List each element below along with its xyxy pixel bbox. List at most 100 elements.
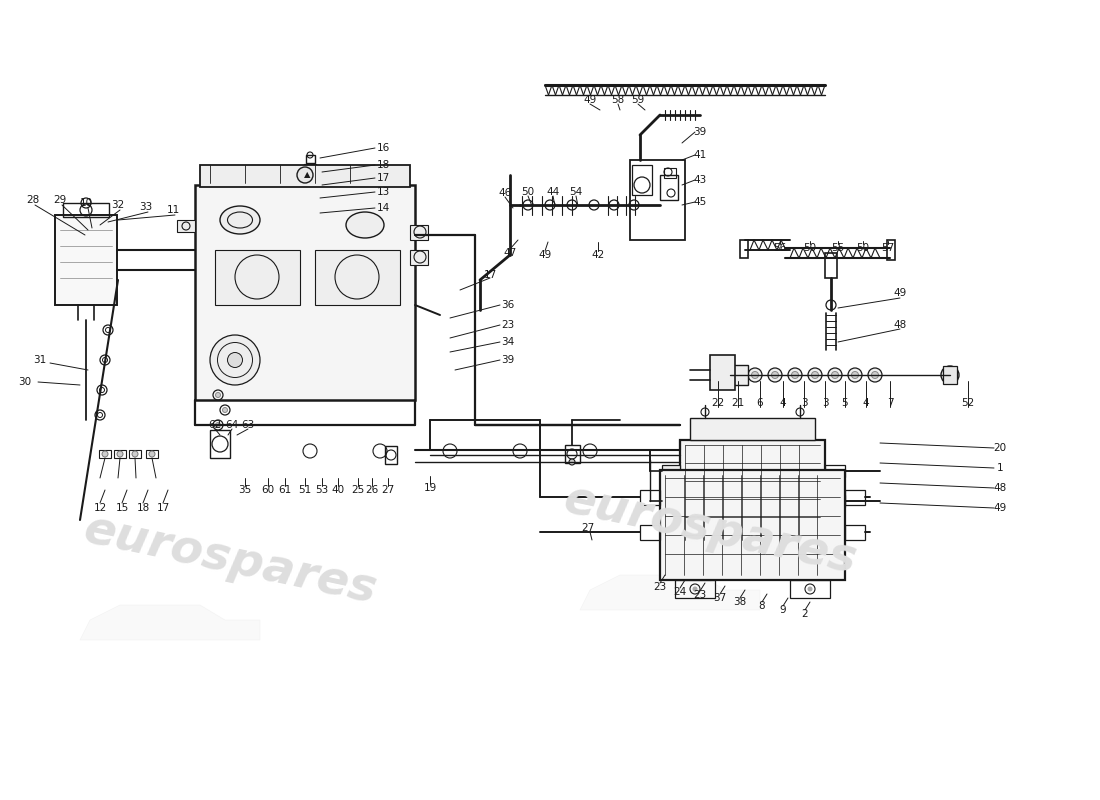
Bar — [129, 450, 141, 458]
Bar — [690, 418, 815, 440]
Bar — [63, 203, 109, 217]
Bar — [565, 445, 580, 463]
Ellipse shape — [346, 212, 384, 238]
Text: 48: 48 — [993, 483, 1007, 493]
Polygon shape — [80, 605, 260, 640]
Text: 3: 3 — [822, 398, 828, 408]
Text: 28: 28 — [26, 195, 40, 205]
Bar — [660, 175, 678, 200]
Text: 24: 24 — [673, 587, 686, 597]
Bar — [664, 168, 676, 178]
Text: 54: 54 — [570, 187, 583, 197]
Text: 31: 31 — [33, 355, 46, 365]
Text: 49: 49 — [993, 503, 1007, 513]
Text: 17: 17 — [156, 503, 169, 513]
Circle shape — [868, 368, 882, 382]
Text: 6: 6 — [757, 398, 763, 408]
Bar — [410, 225, 428, 240]
Text: 38: 38 — [734, 597, 747, 607]
Text: 23: 23 — [653, 582, 667, 592]
Text: 5: 5 — [842, 398, 848, 408]
Circle shape — [828, 368, 842, 382]
Bar — [710, 355, 735, 390]
Text: 18: 18 — [136, 503, 150, 513]
Text: 7: 7 — [887, 398, 893, 408]
Text: 39: 39 — [502, 355, 515, 365]
Ellipse shape — [210, 335, 260, 385]
Text: 37: 37 — [714, 593, 727, 603]
Circle shape — [307, 210, 314, 216]
Text: 64: 64 — [226, 420, 239, 430]
Text: 22: 22 — [712, 398, 725, 408]
Bar — [943, 366, 957, 384]
Bar — [640, 525, 660, 540]
Circle shape — [307, 165, 314, 171]
Circle shape — [792, 371, 799, 378]
Bar — [304, 164, 316, 172]
Text: 13: 13 — [376, 187, 389, 197]
Text: 11: 11 — [166, 205, 179, 215]
Text: 17: 17 — [376, 173, 389, 183]
Bar — [55, 215, 117, 305]
Circle shape — [222, 407, 228, 413]
Bar — [210, 430, 230, 458]
Circle shape — [148, 451, 155, 457]
Bar — [662, 465, 680, 477]
Bar — [200, 165, 410, 187]
Text: 39: 39 — [693, 127, 706, 137]
Text: 41: 41 — [693, 150, 706, 160]
Bar — [177, 220, 195, 232]
Circle shape — [216, 393, 220, 398]
Bar — [825, 465, 845, 477]
Bar — [887, 240, 895, 260]
Text: 50: 50 — [803, 243, 816, 253]
Circle shape — [848, 368, 862, 382]
Text: 21: 21 — [732, 398, 745, 408]
Text: 9: 9 — [780, 605, 786, 615]
Bar — [114, 450, 126, 458]
Bar — [385, 446, 397, 464]
Circle shape — [569, 459, 575, 465]
Circle shape — [216, 422, 220, 427]
Bar — [790, 580, 830, 598]
Text: 53: 53 — [316, 485, 329, 495]
Text: 32: 32 — [111, 200, 124, 210]
Circle shape — [307, 194, 314, 200]
Circle shape — [940, 366, 959, 384]
Bar — [680, 440, 825, 545]
Bar — [825, 253, 837, 278]
Circle shape — [871, 371, 879, 378]
Text: 46: 46 — [498, 188, 512, 198]
Text: 23: 23 — [502, 320, 515, 330]
Circle shape — [832, 371, 838, 378]
Text: 29: 29 — [54, 195, 67, 205]
Text: 43: 43 — [693, 175, 706, 185]
Text: 40: 40 — [331, 485, 344, 495]
Text: 33: 33 — [140, 202, 153, 212]
Bar — [304, 178, 316, 186]
Text: 18: 18 — [376, 160, 389, 170]
Bar — [660, 470, 845, 580]
Circle shape — [768, 368, 782, 382]
Text: 2: 2 — [802, 609, 808, 619]
Text: 51: 51 — [298, 485, 311, 495]
Circle shape — [771, 371, 779, 378]
Circle shape — [297, 167, 313, 183]
Text: 8: 8 — [759, 601, 766, 611]
Text: 14: 14 — [376, 203, 389, 213]
Text: 59: 59 — [631, 95, 645, 105]
Text: 57: 57 — [881, 243, 894, 253]
Ellipse shape — [228, 353, 242, 367]
Text: 27: 27 — [582, 523, 595, 533]
Text: 47: 47 — [504, 248, 517, 258]
Bar — [740, 240, 748, 258]
Circle shape — [102, 451, 108, 457]
Bar — [146, 450, 158, 458]
Text: ▲: ▲ — [304, 170, 310, 179]
Text: 15: 15 — [116, 503, 129, 513]
Text: 60: 60 — [262, 485, 275, 495]
Text: 3: 3 — [801, 398, 807, 408]
Text: 19: 19 — [424, 483, 437, 493]
Bar — [640, 490, 660, 505]
Bar — [845, 490, 865, 505]
